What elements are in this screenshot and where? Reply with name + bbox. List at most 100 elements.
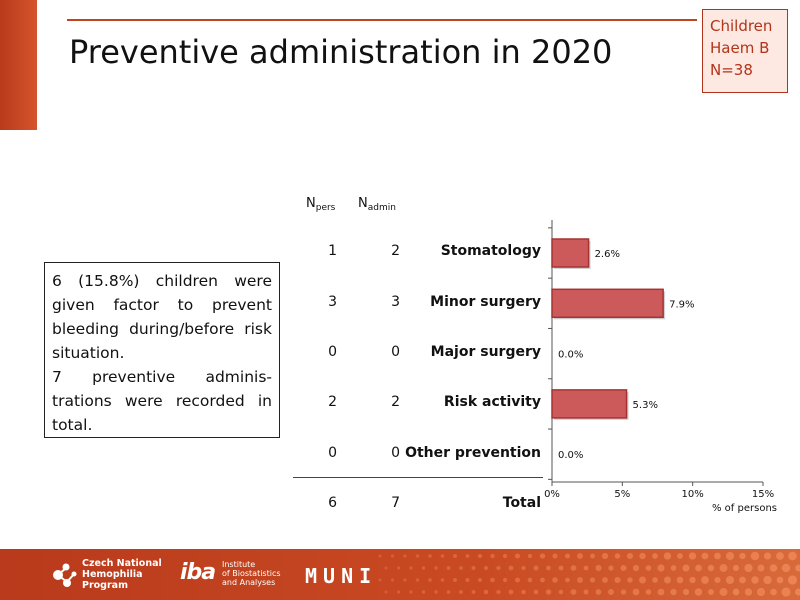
footer-dot xyxy=(384,566,388,570)
slide-title: Preventive administration in 2020 xyxy=(69,33,613,71)
footer-dot xyxy=(440,578,445,582)
footer-dot xyxy=(508,565,514,571)
footer-dot xyxy=(539,553,546,559)
footer-dot xyxy=(750,551,760,561)
footer-dot xyxy=(446,566,451,570)
footer-dot xyxy=(452,553,458,559)
footer-dot xyxy=(620,589,627,595)
footer-dot xyxy=(515,577,520,583)
npers-total: 6 xyxy=(328,495,337,511)
col-header-nadmin-sub: admin xyxy=(367,203,396,213)
category-label-major-surgery: Major surgery xyxy=(430,344,541,360)
npers-stomatology: 1 xyxy=(328,243,337,259)
footer-dot xyxy=(565,577,570,583)
footer-dot xyxy=(502,577,508,583)
footer-dot xyxy=(602,577,608,583)
nadmin-minor-surgery: 3 xyxy=(391,294,400,310)
footer-dot xyxy=(732,564,740,572)
footer-dot xyxy=(483,589,489,595)
footer-dot xyxy=(428,554,432,558)
total-divider xyxy=(293,477,543,478)
footer-dot xyxy=(552,577,558,583)
nadmin-risk-activity: 2 xyxy=(391,394,400,410)
footer-dot xyxy=(719,588,728,596)
footer-dot xyxy=(639,576,646,584)
x-tick-label-15: 15% xyxy=(752,489,774,500)
footer-dot xyxy=(795,588,800,596)
nadmin-total: 7 xyxy=(391,495,400,511)
footer-dot xyxy=(577,553,583,559)
x-axis-label: % of persons xyxy=(712,503,777,514)
footer-dot xyxy=(757,564,765,572)
col-header-npers: Npers xyxy=(306,196,335,213)
footer-dot xyxy=(620,565,627,571)
footer-dot xyxy=(540,577,545,583)
footer-dot xyxy=(756,587,766,597)
footer-dot xyxy=(670,565,677,571)
footer-dot xyxy=(645,589,652,595)
nadmin-stomatology: 2 xyxy=(391,243,400,259)
footer-dot xyxy=(403,578,407,582)
footer-dot xyxy=(378,578,382,582)
footer-dot xyxy=(421,590,426,594)
footer-dot xyxy=(409,590,413,594)
footer-dot xyxy=(421,566,426,570)
footer-dot xyxy=(570,565,577,571)
footer-dot xyxy=(384,590,388,594)
footer-dot xyxy=(471,565,476,571)
iba-line-2: of Biostatistics xyxy=(222,569,281,578)
footer-dot xyxy=(552,553,558,559)
footer-dot xyxy=(763,575,772,585)
footer-dot xyxy=(652,553,658,559)
footer-dot xyxy=(614,553,621,559)
footer-dot xyxy=(453,578,457,582)
x-tick-label-10: 10% xyxy=(682,489,704,500)
footer-dot xyxy=(732,588,740,596)
data-label-risk-activity: 5.3% xyxy=(633,400,658,411)
footer-dot xyxy=(396,566,401,570)
footer-dot xyxy=(390,578,395,582)
footer-dot xyxy=(632,564,640,572)
footer-dot xyxy=(558,589,564,595)
summary-paragraph-1: 6 (15.8%) children were given factor to … xyxy=(52,272,272,362)
npers-major-surgery: 0 xyxy=(328,344,337,360)
footer-dot xyxy=(695,564,702,572)
footer-dot xyxy=(657,588,665,596)
footer-dot xyxy=(490,577,495,583)
footer-dot xyxy=(670,588,677,596)
footer-dot xyxy=(415,578,420,582)
footer-dot xyxy=(478,578,482,582)
footer-dot xyxy=(521,565,526,571)
footer-dot xyxy=(434,590,438,594)
footer-dot xyxy=(632,588,640,596)
footer-dot xyxy=(601,552,609,560)
footer-dot xyxy=(608,565,614,571)
footer-dot xyxy=(701,576,709,584)
footer-dot xyxy=(396,590,401,594)
footer-dot xyxy=(533,565,539,571)
footer-dot xyxy=(415,554,420,558)
footer-dot xyxy=(707,564,715,572)
footer-dot xyxy=(688,552,697,560)
footer-dot xyxy=(483,565,489,571)
footer-dot xyxy=(682,588,690,596)
category-label-total: Total xyxy=(502,495,541,511)
footer-dot xyxy=(795,564,800,572)
summary-box: 6 (15.8%) children were given factor to … xyxy=(44,262,280,438)
footer-dot xyxy=(725,575,735,585)
footer-dot xyxy=(776,576,784,584)
npers-risk-activity: 2 xyxy=(328,394,337,410)
footer-dot xyxy=(714,576,721,584)
nadmin-other-prevention: 0 xyxy=(391,445,400,461)
footer-dot xyxy=(533,589,539,595)
badge-line-3: N=38 xyxy=(710,61,753,79)
category-label-stomatology: Stomatology xyxy=(440,243,541,259)
footer-dot xyxy=(657,564,665,572)
footer-dot xyxy=(508,589,514,595)
cnhp-line-3: Program xyxy=(82,580,128,591)
footer-bar: Czech National Hemophilia Program iba In… xyxy=(0,549,800,600)
npers-minor-surgery: 3 xyxy=(328,294,337,310)
footer-dot xyxy=(527,577,533,583)
footer-dot xyxy=(521,589,526,595)
footer-dot xyxy=(502,553,508,559)
